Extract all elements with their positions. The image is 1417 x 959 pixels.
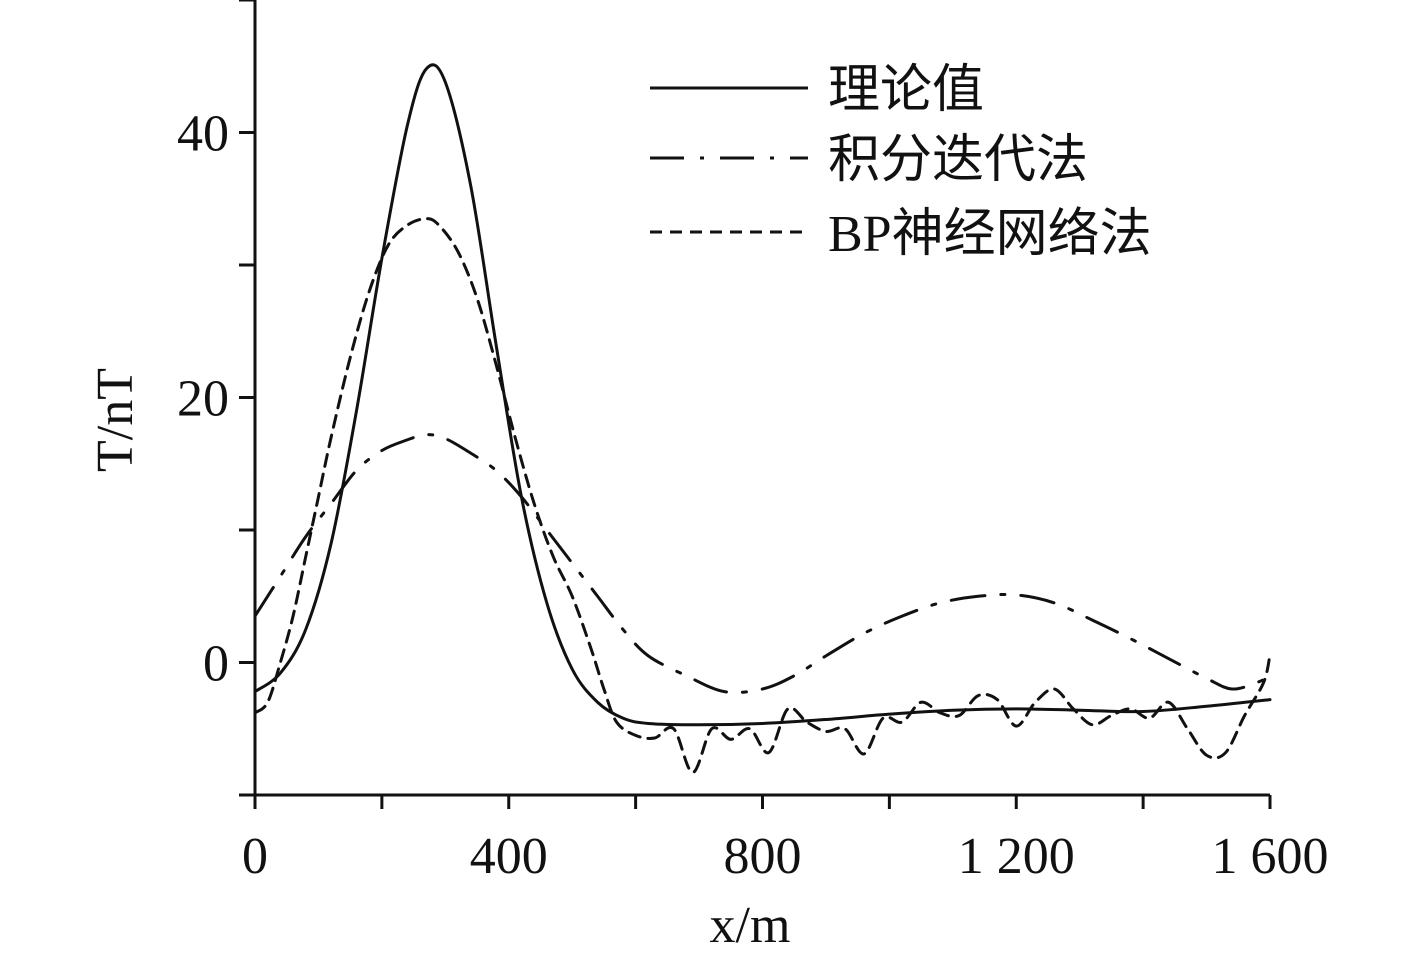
bp-network-series-line (253, 217, 1272, 774)
axes: 0 400 800 1 200 1 600 0 20 40 (177, 0, 1329, 885)
series-lines (253, 63, 1272, 774)
x-tick-label: 1 200 (958, 828, 1075, 885)
legend-item-integral-iteration: 积分迭代法 (650, 132, 1088, 189)
theory-series-line (253, 63, 1272, 727)
y-axis-label-text: T/nT (87, 368, 144, 472)
legend-label: 理论值 (828, 62, 984, 119)
x-axis-label-text: x/m (710, 897, 791, 954)
legend-item-theory: 理论值 (650, 62, 984, 119)
legend-item-bp-network: BP神经网络法 (650, 206, 1152, 263)
integral-iteration-series-line (253, 433, 1272, 695)
x-tick-label: 800 (724, 828, 802, 885)
legend-label: BP神经网络法 (828, 206, 1152, 263)
x-tick-label: 0 (242, 828, 268, 885)
x-tick-label: 1 600 (1212, 828, 1329, 885)
x-tick-label: 400 (470, 828, 548, 885)
y-tick-label: 20 (177, 371, 229, 428)
x-axis-label: x/m (710, 897, 791, 954)
y-axis-label: T/nT (87, 368, 144, 472)
y-tick-label: 40 (177, 106, 229, 163)
legend-label: 积分迭代法 (828, 132, 1088, 189)
y-tick-label: 0 (203, 636, 229, 693)
